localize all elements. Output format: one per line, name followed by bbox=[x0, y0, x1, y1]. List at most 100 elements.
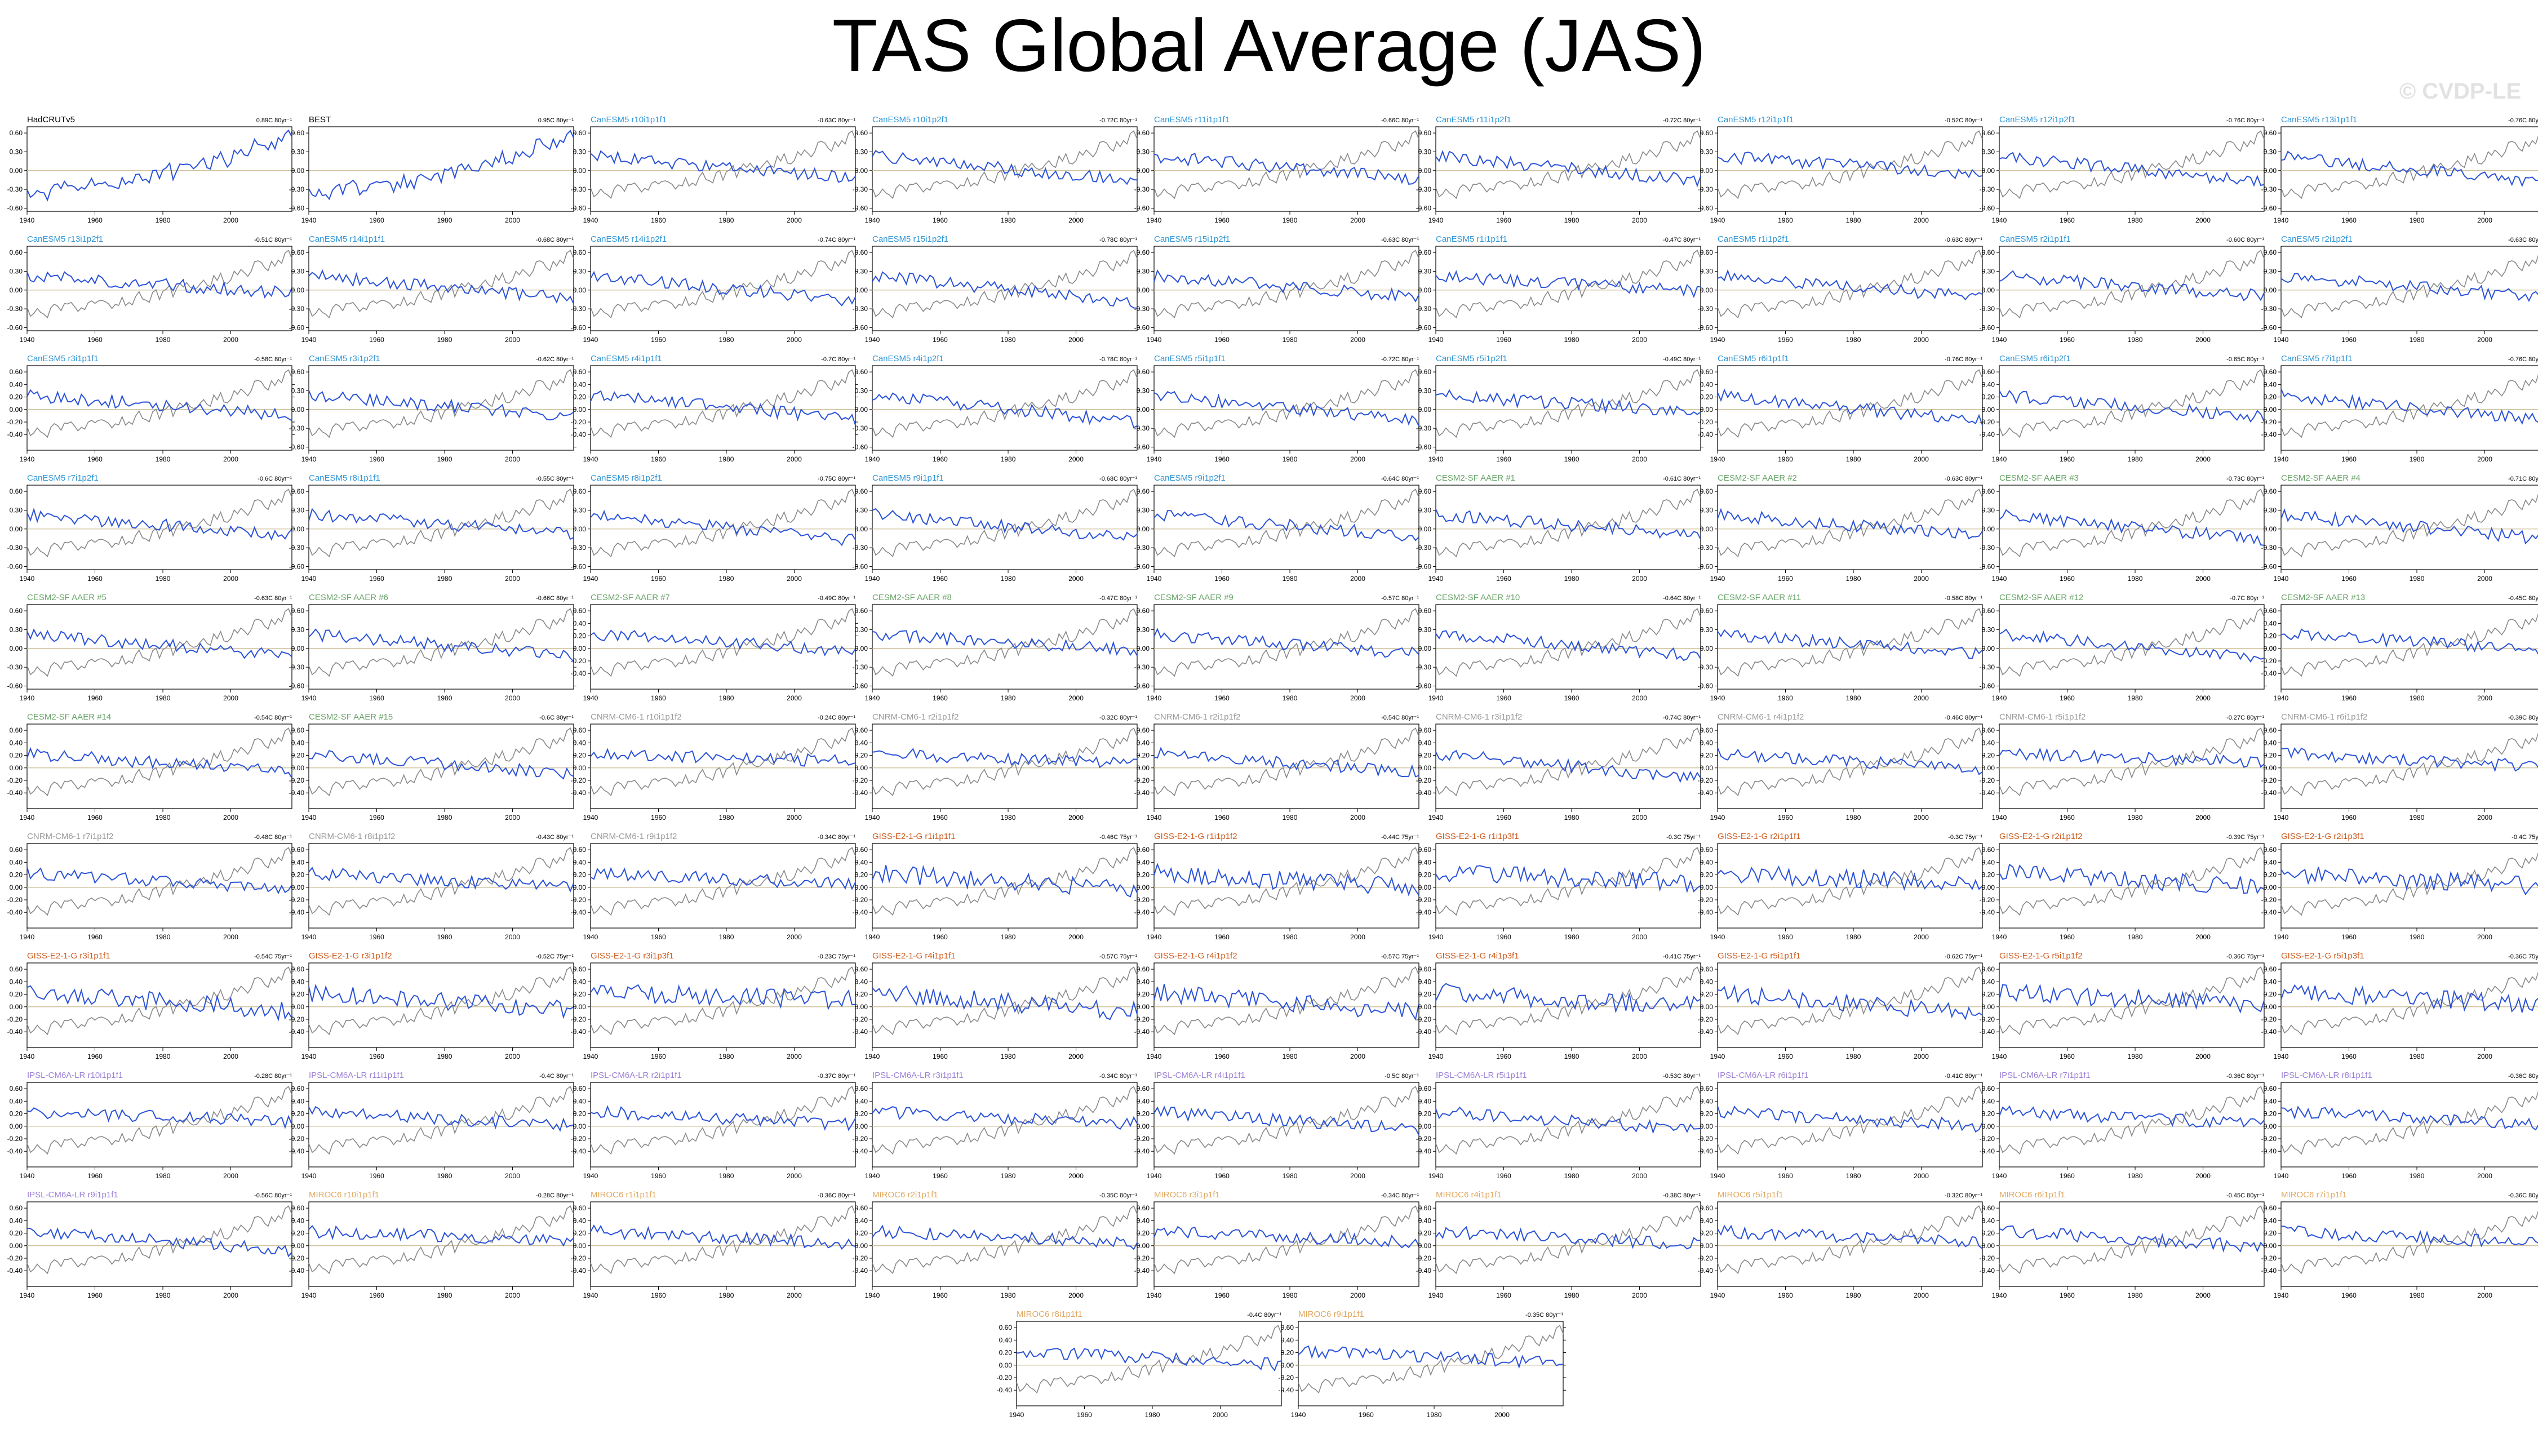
chart-panel: CanESM5 r2i1p1f1 -0.60C 80yr⁻¹ 0.60 0.30 0.0… bbox=[1980, 234, 2267, 344]
x-tick-label: 2000 bbox=[1914, 1172, 1929, 1180]
x-tick-label: 1980 bbox=[437, 455, 452, 463]
chart-panel: MIROC6 r5i1p1f1 -0.32C 80yr⁻¹ 0.60 0.40 0.20… bbox=[1698, 1190, 1985, 1299]
y-tick-label: 0.00 bbox=[2264, 406, 2277, 414]
panel-trend-label: -0.39C 80yr⁻¹ bbox=[2508, 714, 2538, 721]
y-tick-label: 0.00 bbox=[1137, 1003, 1150, 1011]
x-tick-label: 1960 bbox=[2341, 1291, 2357, 1299]
x-tick-label: 2000 bbox=[2195, 814, 2211, 822]
y-tick-label: 0.40 bbox=[1137, 978, 1150, 986]
y-tick-label: 0.40 bbox=[1418, 978, 1432, 986]
y-tick-label: -0.30 bbox=[1416, 663, 1432, 671]
x-tick-label: 1980 bbox=[1001, 216, 1016, 224]
x-tick-label: 1980 bbox=[1564, 694, 1579, 702]
x-tick-label: 2000 bbox=[1213, 1411, 1228, 1419]
x-tick-label: 1980 bbox=[1564, 1053, 1579, 1060]
y-tick-label: 0.00 bbox=[1700, 645, 1714, 652]
x-tick-label: 2000 bbox=[2477, 336, 2492, 344]
chart-panel: CanESM5 r12i1p2f1 -0.76C 80yr⁻¹ 0.60 0.30 0.… bbox=[1980, 115, 2267, 224]
chart-panel: CanESM5 r6i1p1f1 -0.76C 80yr⁻¹ 0.60 0.40 0.2… bbox=[1698, 354, 1985, 463]
y-tick-label: 0.00 bbox=[855, 406, 868, 414]
panel-label: GISS-E2-1-G r5i1p3f1 bbox=[2281, 951, 2364, 961]
chart-panel: GISS-E2-1-G r5i1p1f2 -0.36C 75yr⁻¹ 0.60 0.4… bbox=[1980, 951, 2267, 1060]
y-tick-label: 0.00 bbox=[291, 286, 305, 294]
y-tick-label: 0.60 bbox=[1418, 726, 1432, 734]
member-series-line bbox=[2280, 867, 2538, 895]
panel-frame bbox=[1435, 485, 1701, 570]
x-tick-label: 1980 bbox=[2128, 1291, 2143, 1299]
y-tick-label: 0.60 bbox=[10, 368, 23, 376]
observed-series-line bbox=[872, 966, 1138, 1036]
x-tick-label: 2000 bbox=[2477, 575, 2492, 583]
x-tick-label: 1980 bbox=[719, 694, 734, 702]
y-tick-label: 0.20 bbox=[1982, 393, 1995, 401]
panel-label: MIROC6 r2i1p1f1 bbox=[872, 1190, 938, 1200]
y-tick-label: 0.40 bbox=[573, 380, 587, 388]
member-series-line bbox=[308, 628, 574, 662]
panel-trend-label: -0.39C 75yr⁻¹ bbox=[2226, 834, 2264, 841]
y-tick-label: 0.00 bbox=[10, 167, 23, 175]
y-tick-label: -0.20 bbox=[571, 776, 587, 784]
y-tick-label: -0.60 bbox=[853, 682, 868, 690]
member-series-line bbox=[1999, 1225, 2265, 1253]
chart-panel: GISS-E2-1-G r1i1p1f1 -0.46C 75yr⁻¹ 0.60 0.4… bbox=[853, 832, 1140, 941]
y-tick-label: 0.00 bbox=[291, 884, 305, 891]
x-tick-label: 2000 bbox=[505, 1053, 520, 1060]
x-tick-label: 1960 bbox=[87, 814, 103, 822]
y-tick-label: 0.60 bbox=[2264, 368, 2277, 376]
member-series-line bbox=[308, 508, 574, 540]
x-tick-label: 1980 bbox=[1283, 1172, 1298, 1180]
x-tick-label: 1960 bbox=[2060, 1172, 2075, 1180]
panel-label: CanESM5 r11i1p1f1 bbox=[1154, 115, 1230, 125]
panel-label: CNRM-CM6-1 r6i1p1f2 bbox=[2281, 712, 2367, 722]
panel-label: CanESM5 r2i1p2f1 bbox=[2281, 234, 2353, 244]
panel-trend-label: -0.76C 80yr⁻¹ bbox=[2508, 356, 2538, 363]
y-tick-label: -0.40 bbox=[1698, 430, 1714, 438]
chart-panel: CanESM5 r13i1p2f1 -0.51C 80yr⁻¹ 0.60 0.30 0.… bbox=[7, 234, 295, 344]
y-tick-label: 0.40 bbox=[291, 858, 305, 866]
member-series-line bbox=[1153, 269, 1419, 303]
panel-frame bbox=[308, 485, 574, 570]
observed-series-line bbox=[1153, 489, 1419, 558]
x-tick-label: 1940 bbox=[865, 336, 880, 344]
y-tick-label: 0.60 bbox=[855, 607, 868, 615]
member-series-line bbox=[1717, 152, 1983, 179]
panel-trend-label: -0.63C 80yr⁻¹ bbox=[818, 117, 855, 124]
y-tick-label: 0.60 bbox=[1700, 726, 1714, 734]
panel-label: CNRM-CM6-1 r2i1p1f2 bbox=[872, 712, 959, 722]
y-tick-label: -0.20 bbox=[289, 1254, 305, 1262]
y-tick-label: 0.20 bbox=[2264, 393, 2277, 401]
y-tick-label: -0.60 bbox=[289, 443, 305, 451]
y-tick-label: 0.00 bbox=[855, 884, 868, 891]
panel-label: CanESM5 r6i1p2f1 bbox=[1999, 354, 2071, 363]
observed-series-line bbox=[308, 727, 574, 797]
panel-label: CNRM-CM6-1 r5i1p1f2 bbox=[1999, 712, 2086, 722]
y-tick-label: -0.40 bbox=[7, 1028, 23, 1036]
panel-trend-label: -0.66C 80yr⁻¹ bbox=[536, 595, 574, 602]
y-tick-label: -0.60 bbox=[1698, 204, 1714, 212]
y-tick-label: 0.20 bbox=[2264, 632, 2277, 640]
x-tick-label: 1980 bbox=[1564, 933, 1579, 941]
y-tick-label: -0.20 bbox=[1416, 896, 1432, 904]
x-tick-label: 1980 bbox=[156, 814, 171, 822]
x-tick-label: 1960 bbox=[1214, 933, 1230, 941]
y-tick-label: -0.20 bbox=[1134, 776, 1150, 784]
y-tick-label: -0.40 bbox=[1416, 1267, 1432, 1275]
x-tick-label: 1960 bbox=[87, 575, 103, 583]
y-tick-label: -0.40 bbox=[853, 908, 868, 916]
observed-series-line bbox=[872, 847, 1138, 916]
y-tick-label: -0.40 bbox=[289, 908, 305, 916]
y-tick-label: 0.40 bbox=[1700, 739, 1714, 747]
y-tick-label: -0.30 bbox=[289, 424, 305, 432]
member-series-line bbox=[872, 271, 1138, 309]
y-tick-label: -0.30 bbox=[571, 185, 587, 193]
observed-series-line bbox=[1435, 489, 1701, 558]
x-tick-label: 1940 bbox=[20, 1291, 35, 1299]
y-tick-label: -0.30 bbox=[7, 305, 23, 313]
x-tick-label: 2000 bbox=[2195, 216, 2211, 224]
observed-series-line bbox=[1999, 727, 2265, 797]
y-tick-label: 0.60 bbox=[1700, 1204, 1714, 1212]
y-tick-label: 0.30 bbox=[855, 148, 868, 156]
y-tick-label: 0.60 bbox=[1700, 368, 1714, 376]
y-tick-label: 0.00 bbox=[10, 884, 23, 891]
y-tick-label: -0.20 bbox=[997, 1374, 1013, 1382]
